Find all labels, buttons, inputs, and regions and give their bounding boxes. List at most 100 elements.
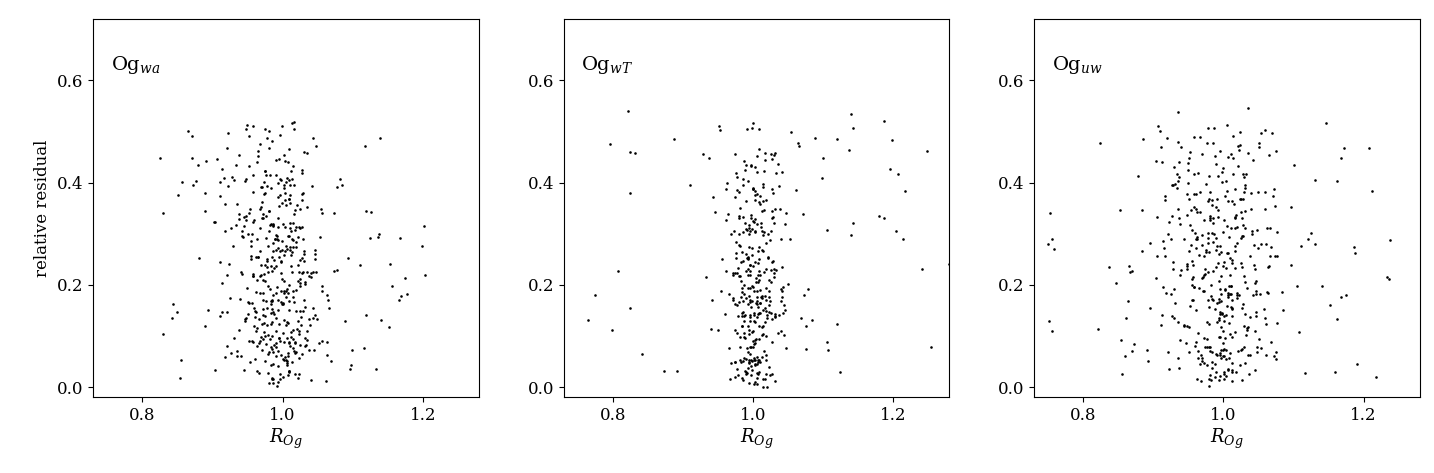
Point xyxy=(769,285,792,292)
Point xyxy=(740,366,763,374)
Point xyxy=(893,188,916,195)
Point xyxy=(1200,296,1223,303)
Point xyxy=(746,360,769,368)
Point xyxy=(728,230,751,237)
Point xyxy=(737,379,760,387)
Point xyxy=(1255,320,1278,328)
Point xyxy=(387,296,410,304)
Point xyxy=(741,343,764,350)
Point xyxy=(756,311,779,319)
Point xyxy=(1205,350,1228,358)
Point xyxy=(1183,170,1206,178)
Point xyxy=(252,276,275,284)
Point xyxy=(271,199,294,207)
Point xyxy=(724,269,747,277)
Point xyxy=(261,221,284,228)
Point xyxy=(1192,287,1215,294)
Point xyxy=(1342,243,1365,251)
Point xyxy=(733,354,756,362)
Point xyxy=(348,262,371,269)
Point xyxy=(728,272,751,280)
Point xyxy=(1210,178,1233,186)
Point xyxy=(288,205,311,213)
Point xyxy=(1212,347,1235,354)
Point xyxy=(737,254,760,262)
Point xyxy=(1263,201,1286,209)
Point xyxy=(1120,267,1143,275)
Point xyxy=(202,219,225,226)
Point xyxy=(751,330,774,338)
Point xyxy=(317,305,340,312)
Point xyxy=(234,177,257,185)
Point xyxy=(1205,152,1228,160)
Point xyxy=(1325,177,1348,185)
Point xyxy=(251,183,274,191)
Point xyxy=(278,368,301,376)
Point xyxy=(726,330,749,337)
Point xyxy=(356,311,379,318)
Point xyxy=(310,205,333,213)
Point xyxy=(872,117,895,125)
Point xyxy=(1192,273,1215,280)
Point xyxy=(1153,244,1176,252)
Point xyxy=(741,119,764,126)
Point xyxy=(747,370,770,378)
Point xyxy=(739,230,761,237)
Point xyxy=(751,322,774,330)
Point xyxy=(754,265,777,272)
Point xyxy=(290,196,313,204)
Point xyxy=(1182,283,1205,290)
Point xyxy=(275,334,298,342)
Point xyxy=(287,317,310,325)
Point xyxy=(743,218,766,225)
Point xyxy=(261,254,284,261)
Point xyxy=(1220,305,1243,312)
Point xyxy=(1220,367,1243,374)
Point xyxy=(746,369,769,377)
Point xyxy=(769,297,792,305)
Point xyxy=(760,214,783,222)
Point xyxy=(301,269,324,276)
Point xyxy=(733,368,756,375)
Point xyxy=(247,369,270,377)
Point xyxy=(617,107,640,115)
Point xyxy=(1217,233,1240,241)
Point xyxy=(886,170,909,177)
Point xyxy=(872,214,895,222)
Point xyxy=(749,276,771,283)
Point xyxy=(1228,292,1250,299)
Point xyxy=(747,279,770,286)
Point xyxy=(1233,224,1256,232)
Point xyxy=(1163,299,1186,307)
Point xyxy=(281,243,304,251)
Point xyxy=(770,168,793,176)
Point xyxy=(1219,303,1242,311)
Point xyxy=(741,263,764,270)
Point xyxy=(1184,306,1207,314)
Point xyxy=(767,160,790,168)
Point xyxy=(1228,146,1250,153)
Point xyxy=(757,293,780,300)
Point xyxy=(225,353,248,360)
Point xyxy=(271,330,294,337)
Point xyxy=(323,210,346,217)
Text: $\mathrm{Og}_{wT}$: $\mathrm{Og}_{wT}$ xyxy=(581,54,634,76)
Point xyxy=(1325,315,1348,323)
Point xyxy=(1206,299,1229,307)
Point xyxy=(214,228,237,235)
Point xyxy=(737,177,760,185)
Point xyxy=(1265,355,1288,363)
Point xyxy=(250,199,272,206)
Point xyxy=(265,343,288,350)
Point xyxy=(261,332,284,339)
Point xyxy=(1111,371,1134,378)
Point xyxy=(1216,365,1239,373)
Point xyxy=(774,344,797,352)
Point xyxy=(724,358,747,366)
Point xyxy=(1136,346,1159,354)
Point xyxy=(280,251,303,258)
Point xyxy=(225,347,248,355)
Point xyxy=(275,358,298,365)
Point xyxy=(737,221,760,228)
Point xyxy=(275,361,298,369)
